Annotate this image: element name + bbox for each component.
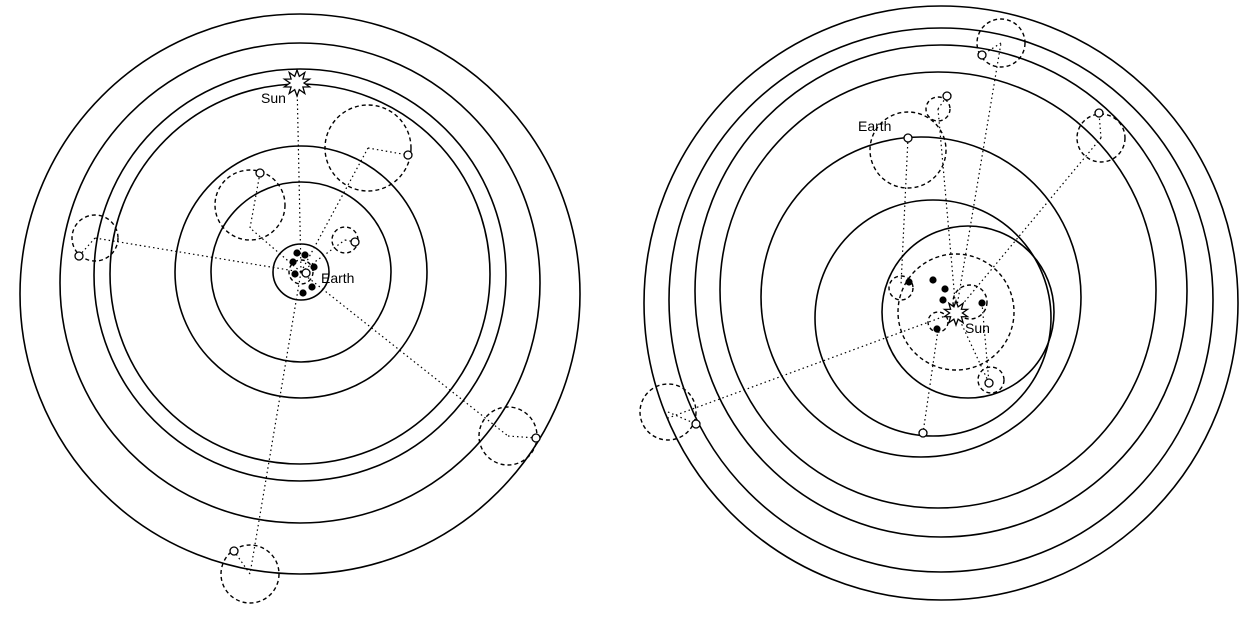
left-moon-dot xyxy=(291,270,299,278)
left-planet-1 xyxy=(350,237,360,247)
left-epicycle-4 xyxy=(71,214,119,262)
right-planet-6 xyxy=(691,419,701,429)
left-sun-icon xyxy=(282,68,312,98)
right-dashed-orbit-2 xyxy=(952,284,988,320)
right-line-6 xyxy=(922,329,939,434)
left-moon-dot xyxy=(293,249,301,257)
right-radius-4 xyxy=(667,411,697,425)
right-moon-dot xyxy=(933,325,941,333)
right-orbit-2 xyxy=(814,199,1052,437)
right-sun-icon xyxy=(942,299,970,327)
left-epicycle-6 xyxy=(220,544,280,604)
left-radius-6 xyxy=(233,550,251,575)
right-line-7 xyxy=(981,302,990,384)
left-radius-3 xyxy=(367,147,409,156)
right-orbit-5 xyxy=(694,44,1188,538)
right-planet-3 xyxy=(1094,108,1104,118)
right-epicycle-1 xyxy=(976,18,1026,68)
right-moon-dot xyxy=(941,285,949,293)
right-moon-dot xyxy=(905,278,913,286)
left-line-bottom xyxy=(249,271,302,575)
left-planet-5 xyxy=(531,433,541,443)
right-planet-1 xyxy=(977,50,987,60)
left-diagram: Sun Earth xyxy=(19,13,581,604)
left-radius-5 xyxy=(507,435,537,439)
right-line-2 xyxy=(955,137,1102,313)
left-moon-dot xyxy=(299,289,307,297)
left-radius-2 xyxy=(249,172,261,229)
right-orbit-6 xyxy=(668,27,1214,573)
right-dashed-orbit-1 xyxy=(897,253,1015,371)
left-orbit-2 xyxy=(210,181,392,363)
right-moon-dot xyxy=(929,276,937,284)
left-line-small xyxy=(300,239,346,273)
right-moon-dot xyxy=(978,299,986,307)
left-planet-2 xyxy=(255,168,265,178)
right-planet-4 xyxy=(984,378,994,388)
right-orbit-4 xyxy=(719,71,1157,509)
right-planet-5 xyxy=(918,428,928,438)
left-earth xyxy=(301,268,311,278)
right-earth xyxy=(903,133,913,143)
right-orbit-7 xyxy=(643,5,1239,601)
left-line-sun xyxy=(296,81,302,273)
left-moon-dot xyxy=(289,258,297,266)
left-epicycle-2 xyxy=(214,169,286,241)
left-planet-4 xyxy=(74,251,84,261)
left-moon-dot xyxy=(308,283,316,291)
right-planet-2 xyxy=(942,91,952,101)
right-orbit-1 xyxy=(881,225,1055,399)
right-line-5 xyxy=(900,137,909,286)
left-orbit-5 xyxy=(93,68,507,482)
right-diagram: Sun Earth xyxy=(639,5,1239,601)
right-earth-label: Earth xyxy=(858,118,891,134)
left-planet-3 xyxy=(403,150,413,160)
left-line-upper-right xyxy=(300,147,369,273)
right-orbit-3 xyxy=(760,136,1082,458)
left-planet-6 xyxy=(229,546,239,556)
left-radius-1 xyxy=(344,239,356,243)
left-moon-dot xyxy=(310,263,318,271)
left-sun-label: Sun xyxy=(261,90,286,106)
right-sun-label: Sun xyxy=(965,320,990,336)
left-earth-label: Earth xyxy=(321,270,354,286)
left-epicycle-earth xyxy=(288,259,314,285)
right-epicycle-2 xyxy=(925,96,951,122)
left-line-left xyxy=(94,237,302,273)
left-orbit-4 xyxy=(109,83,491,465)
right-epicycle-6 xyxy=(977,366,1005,394)
right-epicycle-3 xyxy=(869,111,947,189)
left-line-right xyxy=(300,271,509,437)
left-orbit-6 xyxy=(59,42,541,524)
left-orbit-7 xyxy=(19,13,581,575)
left-moon-dot xyxy=(301,251,309,259)
right-moon-dot xyxy=(939,296,947,304)
left-epicycle-3 xyxy=(324,104,412,192)
left-orbit-3 xyxy=(174,145,428,399)
right-epicycle-5 xyxy=(888,275,914,301)
right-epicycle-7 xyxy=(639,383,697,441)
right-line-3 xyxy=(667,311,957,419)
right-line-1 xyxy=(955,42,1002,313)
